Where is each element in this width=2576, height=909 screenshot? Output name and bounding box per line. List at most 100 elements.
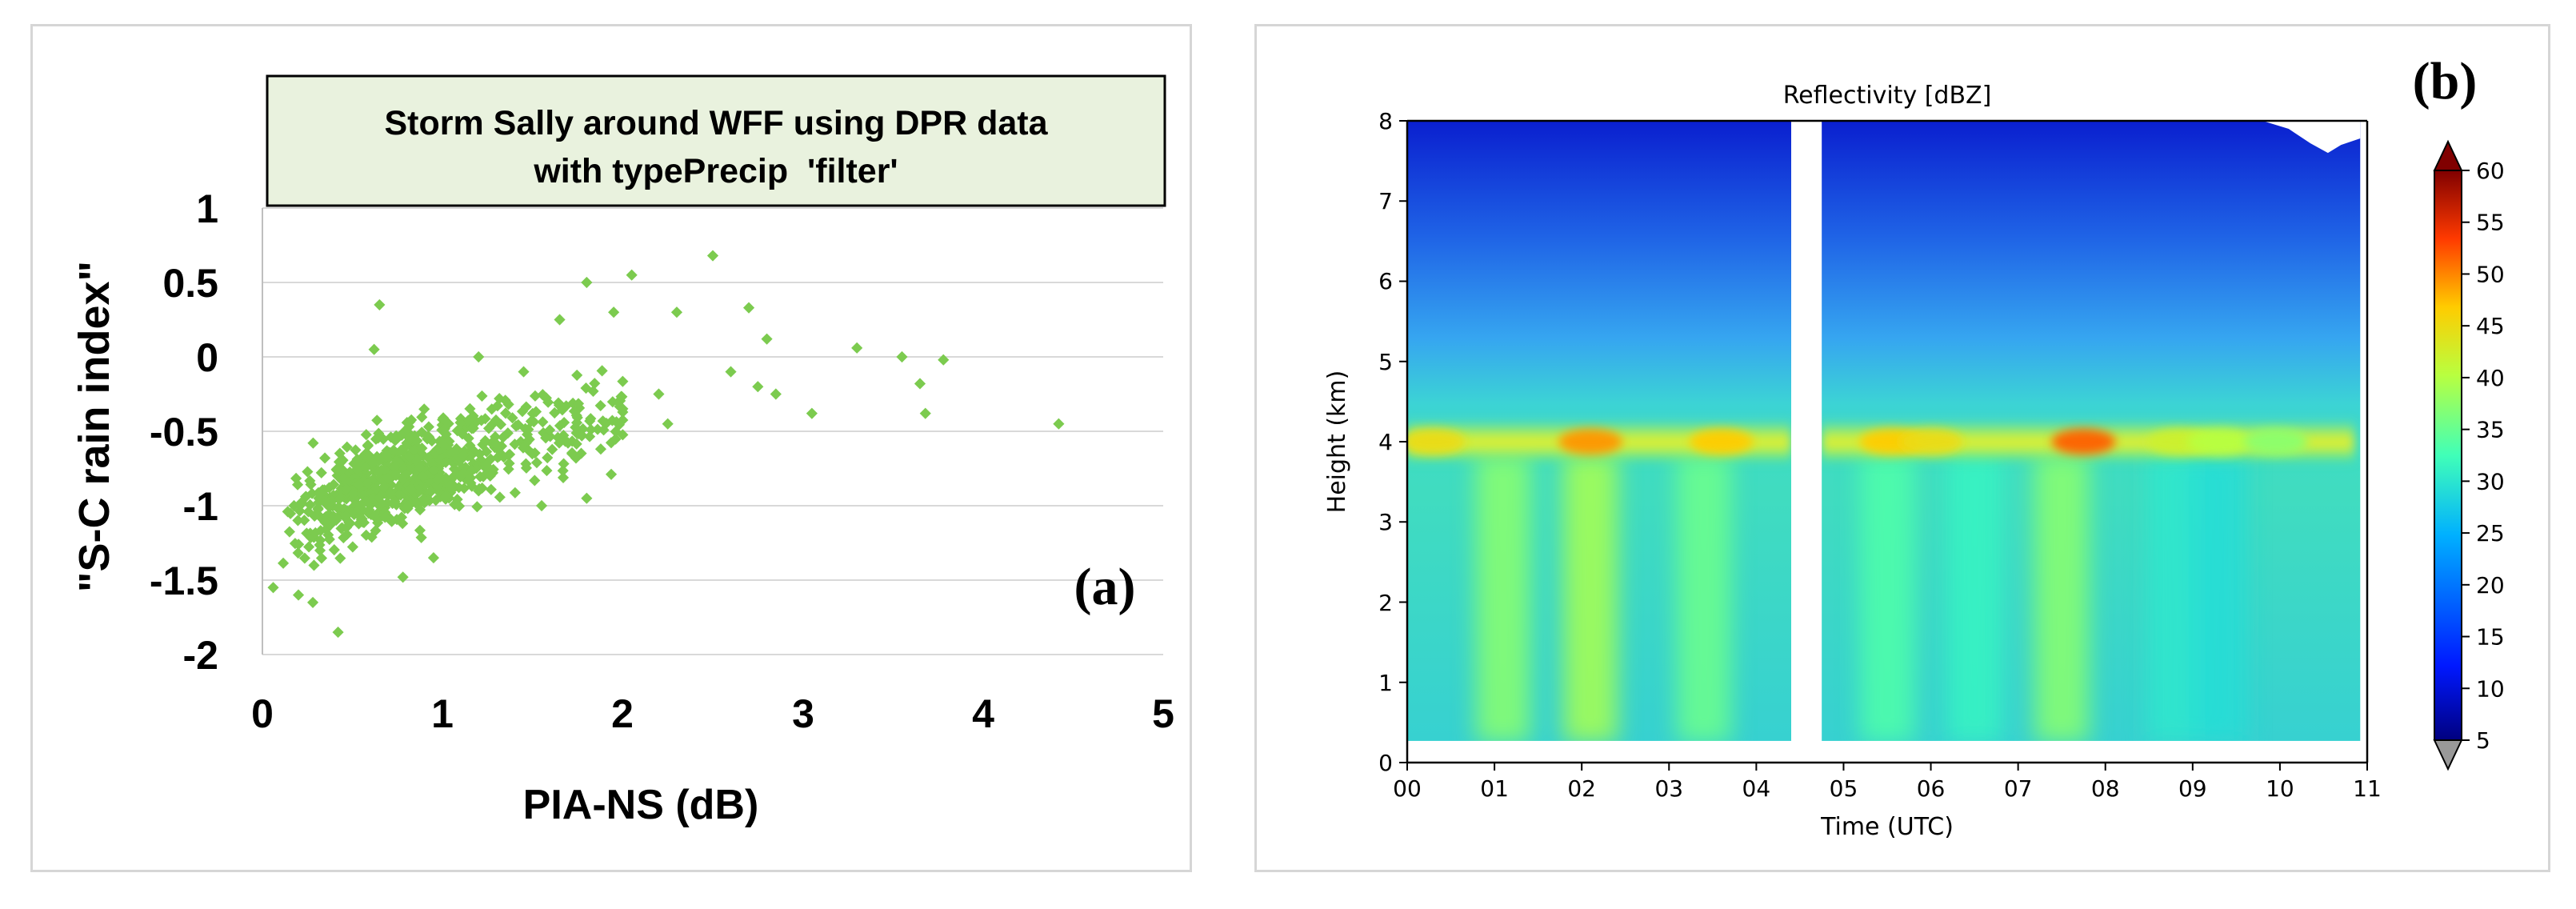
scatter-point [355,499,367,511]
x-tick-label: 10 [2266,775,2294,802]
scatter-point [374,491,386,503]
scatter-point [370,525,382,537]
scatter-point [653,388,665,400]
scatter-point [367,457,379,469]
scatter-point [314,487,327,499]
scatter-point [585,413,597,425]
scatter-point [288,499,300,512]
data-gap [1791,121,1822,763]
scatter-point [440,472,452,484]
x-tick-label: 00 [1393,775,1422,802]
scatter-point [347,488,359,500]
scatter-point [542,396,554,408]
scatter-point [610,433,622,445]
scatter-point [410,497,422,509]
scatter-point [474,483,486,495]
scatter-point [558,458,570,470]
scatter-point [752,381,764,393]
scatter-point [416,442,428,454]
scatter-point [298,515,310,527]
scatter-point [517,442,530,454]
scatter-point [428,464,440,476]
scatter-point [544,424,556,436]
y-tick-label: 8 [1378,108,1393,134]
scatter-point [464,472,476,484]
scatter-point [315,467,327,479]
scatter-point [605,468,618,480]
scatter-point [494,418,507,430]
bright-band-peak [2243,429,2308,454]
colorbar-max-extend [2433,139,2463,171]
scatter-point [519,422,531,434]
bright-band-peak [1407,429,1466,454]
scatter-point [486,403,498,415]
y-tick-label: -1 [183,484,218,529]
scatter-point [417,471,429,483]
scatter-point [304,499,316,511]
y-tick-label: -1.5 [150,559,218,603]
reflectivity-chart: Reflectivity [dBZ] 0 1 2 3 4 5 6 7 8 00 0… [1323,52,2505,841]
bright-band-peak [2051,429,2116,454]
below-range-blank [1407,740,2367,763]
y-tick-label: 3 [1378,509,1393,535]
scatter-point [616,390,628,402]
y-tick-label: 0 [196,335,218,380]
scatter-point [498,451,510,463]
scatter-point [613,418,626,430]
scatter-point [410,471,422,483]
scatter-point [351,453,363,466]
scatter-point [476,390,488,402]
scatter-point [458,449,470,461]
scatter-point [480,459,492,471]
y-tick-label: 1 [1378,670,1393,696]
colorbar-tick-label: 30 [2476,468,2505,495]
colorbar-tick-label: 60 [2476,158,2505,184]
scatter-point [306,487,318,499]
x-tick-label: 08 [2091,775,2120,802]
y-tick-label: -0.5 [150,410,218,454]
scatter-point [397,571,409,583]
scatter-point [431,475,444,487]
scatter-point [581,492,593,504]
colorbar: 5 10 15 20 25 30 35 40 45 50 55 60 [2433,139,2505,771]
scatter-point [570,438,582,450]
rain-shaft [1563,454,1618,743]
scatter-point [278,557,290,569]
scatter-point [386,498,398,510]
scatter-point [617,375,629,387]
scatter-point [546,443,558,455]
y-tick-label: 2 [1378,590,1393,616]
title-box [266,74,1166,207]
scatter-point [466,464,478,476]
scatter-point [292,515,304,527]
rain-shaft [1860,454,1914,743]
colorbar-min-extend [2433,739,2463,771]
scatter-point [307,437,319,449]
scatter-point [340,510,352,522]
colorbar-tick-label: 10 [2476,675,2505,702]
scatter-point [549,406,561,419]
scatter-point [706,250,719,262]
scatter-point [851,342,863,354]
scatter-point [484,470,496,482]
scatter-point [914,378,926,390]
rain-shaft [1476,454,1530,743]
y-axis-label: "S-C rain index" [70,261,118,592]
scatter-point [494,491,506,503]
y-tick-label: 6 [1378,268,1393,294]
scatter-point [362,439,374,451]
scatter-point [554,314,566,326]
colorbar-tick-label: 20 [2476,572,2505,599]
scatter-point [537,416,549,428]
scatter-point [439,491,451,503]
scatter-point [415,531,427,543]
colorbar-tick-label: 50 [2476,261,2505,287]
scatter-point [412,483,424,496]
scatter-point [1053,418,1065,430]
colorbar-scale [2434,170,2462,741]
scatter-point [554,419,566,432]
colorbar-tick-label: 45 [2476,313,2505,339]
scatter-point [394,489,407,501]
scatter-point [806,407,818,419]
scatter-point [332,627,344,639]
